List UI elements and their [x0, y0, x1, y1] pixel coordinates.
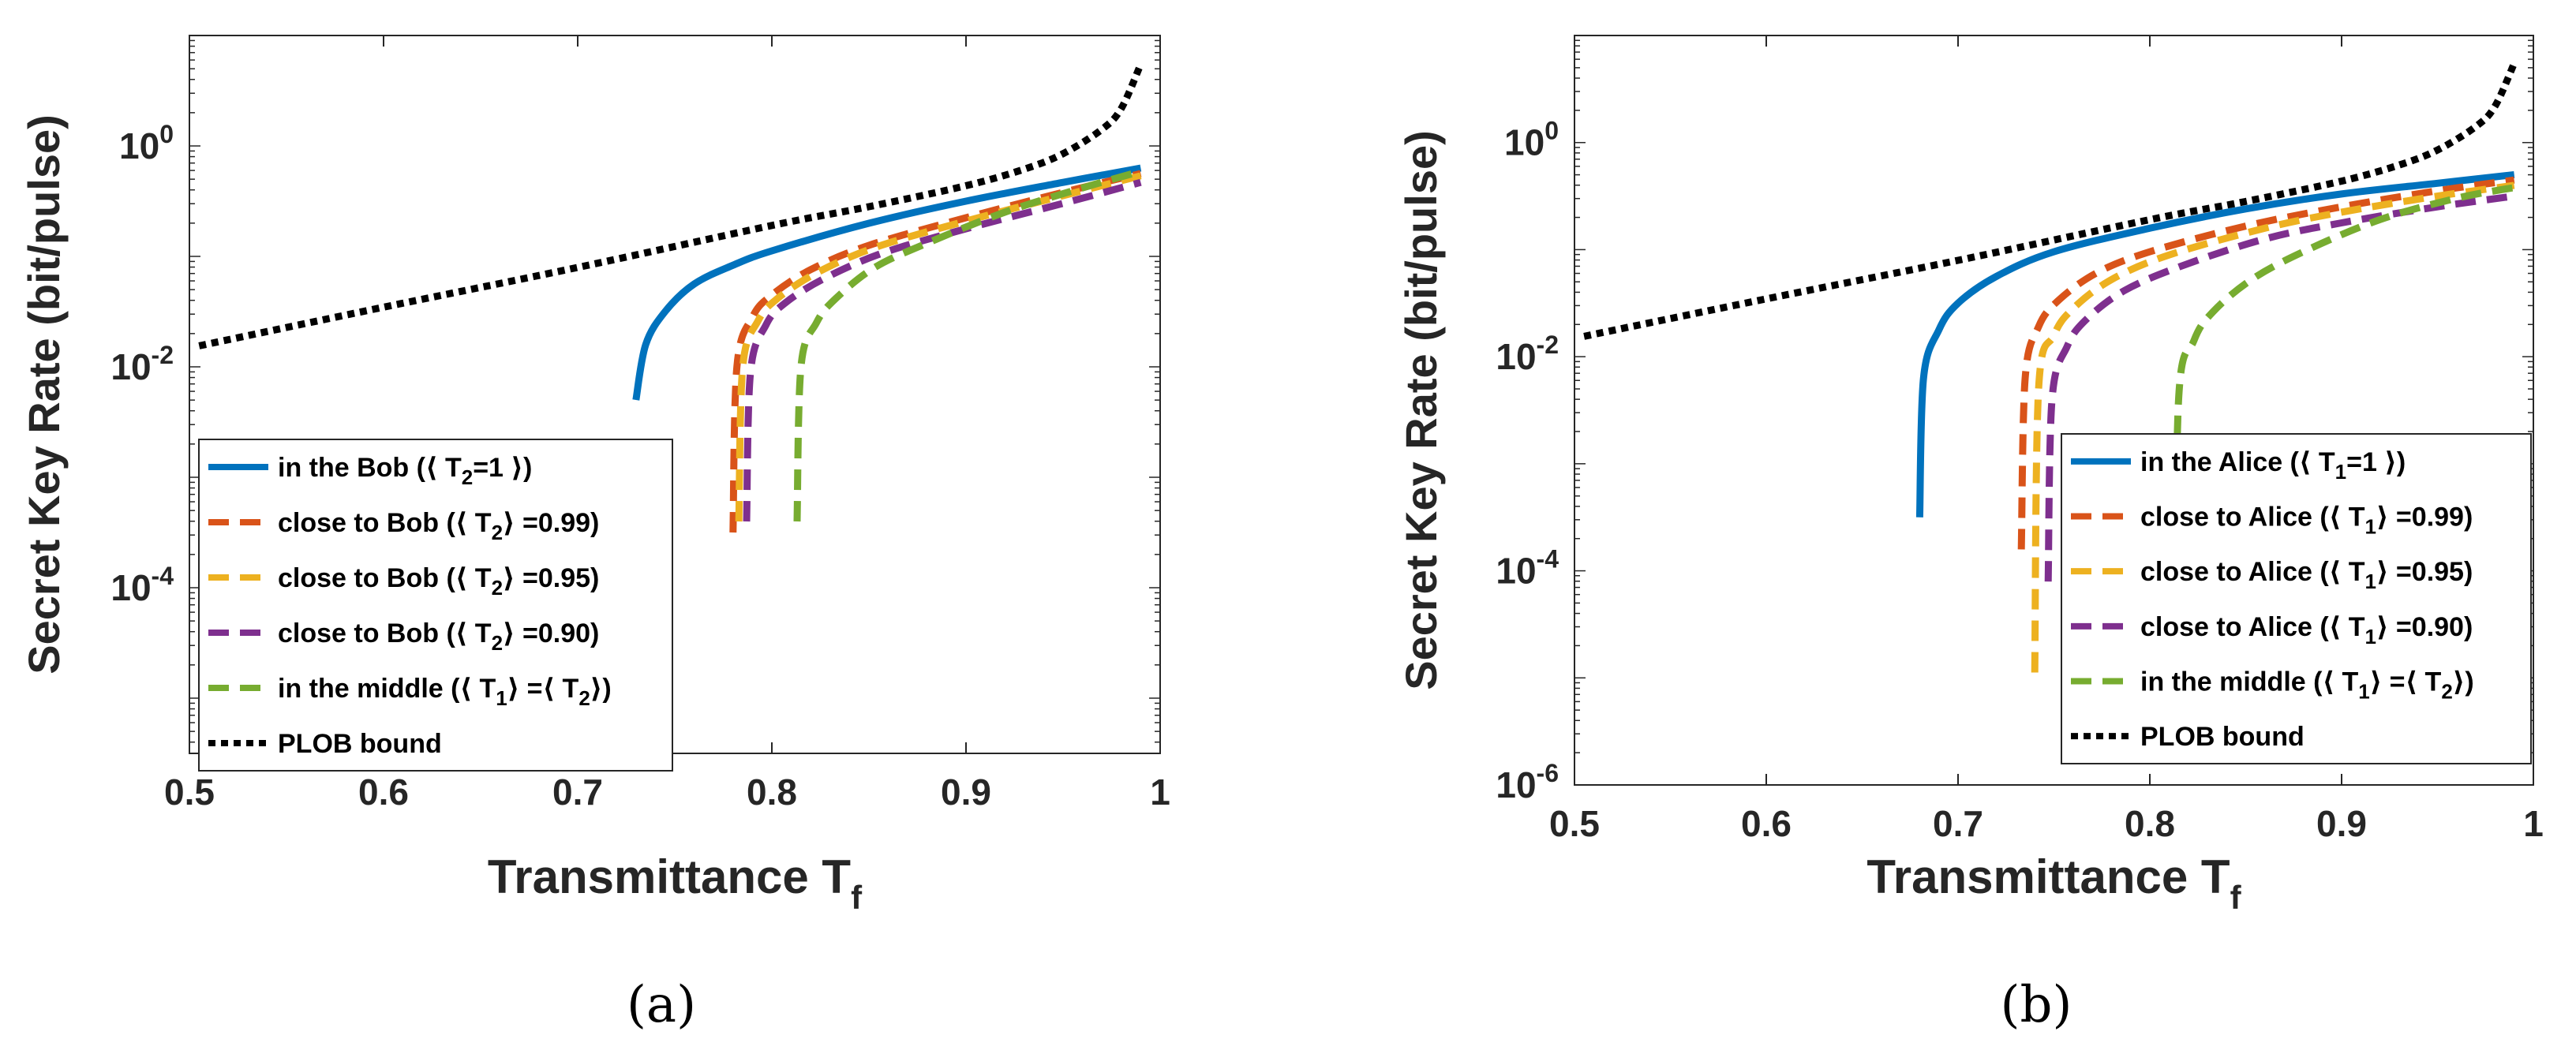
y-tick-label: 10-4	[110, 562, 174, 608]
x-tick-label: 1	[1150, 772, 1170, 813]
legend-entry: in the Alice (⟨ T1​=1 ⟩)	[2140, 447, 2406, 484]
legend-entry: close to Alice (⟨ T1​⟩ =0.90)	[2140, 612, 2473, 648]
series-line-1	[632, 164, 1142, 401]
legend-entry: in the middle (⟨ T1​⟩ =⟨ T2​⟩)	[278, 674, 612, 710]
series-line-5	[793, 167, 1142, 522]
legend-entry: close to Alice (⟨ T1​⟩ =0.99)	[2140, 503, 2473, 539]
series-line-6	[198, 62, 1144, 349]
y-tick-label: 10-4	[1496, 545, 1559, 592]
x-tick-label: 0.7	[552, 772, 603, 813]
figure-caption: (b)	[2001, 976, 2072, 1034]
legend-box	[198, 439, 673, 772]
y-axis-label: Secret Key Rate (bit/pulse)	[19, 114, 69, 674]
legend-entry: PLOB bound	[2140, 722, 2305, 752]
y-axis-label: Secret Key Rate (bit/pulse)	[1396, 130, 1446, 690]
y-tick-label: 10-6	[1496, 759, 1559, 805]
y-tick-label: 100	[1504, 117, 1559, 163]
series-line-3	[735, 172, 1142, 522]
chart-panel-a: 0.5 0.6 0.7 0.8 0.9 1 10-4 10-2 100 Transmittance…	[19, 35, 1170, 1034]
x-tick-label: 0.5	[164, 772, 215, 813]
legend-entry: PLOB bound	[278, 729, 442, 759]
chart-panel-b: 0.5 0.6 0.7 0.8 0.9 1 10-6 10-4 10-2 100 Transmitt…	[1396, 35, 2544, 1034]
legend-entry: close to Bob (⟨ T2​⟩ =0.99)	[278, 508, 599, 544]
x-tick-label: 0.6	[1741, 803, 1792, 844]
legend-box	[2061, 433, 2532, 764]
series-line-6	[1583, 62, 2518, 340]
legend-entry: in the middle (⟨ T1​⟩ =⟨ T2​⟩)	[2140, 667, 2474, 704]
series-line-4	[743, 178, 1142, 522]
plot-area	[1574, 35, 2534, 786]
x-tick-label: 1	[2523, 803, 2544, 844]
figure-caption: (a)	[627, 976, 696, 1034]
x-tick-label: 0.8	[747, 772, 797, 813]
y-tick-label: 100	[119, 120, 174, 166]
x-tick-label: 0.9	[2316, 803, 2367, 844]
series-group	[198, 62, 1144, 533]
x-tick-label: 0.6	[358, 772, 409, 813]
legend-entry: close to Bob (⟨ T2​⟩ =0.95)	[278, 563, 599, 600]
series-group	[1583, 62, 2518, 689]
plot-area	[189, 35, 1161, 754]
legend-entry: close to Alice (⟨ T1​⟩ =0.95)	[2140, 557, 2473, 593]
x-axis-label: Transmittance Tf	[488, 850, 863, 916]
series-line-1	[1915, 170, 2515, 518]
x-tick-label: 0.9	[941, 772, 991, 813]
series-line-4	[2044, 192, 2515, 582]
x-tick-label: 0.5	[1549, 803, 1600, 844]
y-tick-label: 10-2	[110, 341, 174, 387]
series-line-2	[2017, 176, 2515, 550]
x-tick-label: 0.8	[2125, 803, 2175, 844]
legend-entry: close to Bob (⟨ T2​⟩ =0.90)	[278, 618, 599, 655]
y-tick-label: 10-2	[1496, 331, 1559, 377]
x-tick-label: 0.7	[1933, 803, 1983, 844]
x-axis-label: Transmittance Tf	[1866, 850, 2241, 916]
series-line-3	[2031, 181, 2515, 673]
legend-entry: in the Bob (⟨ T2​=1 ⟩)	[278, 453, 532, 489]
series-line-5	[2171, 184, 2515, 689]
